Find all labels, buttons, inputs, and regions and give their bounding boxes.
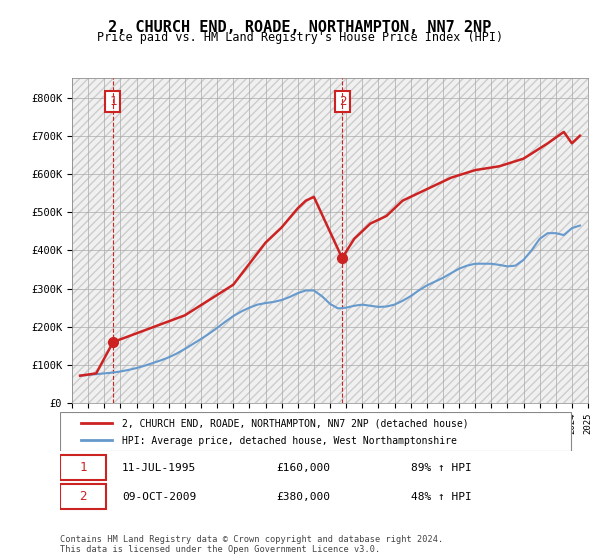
Text: 2: 2 — [338, 95, 346, 108]
Text: £380,000: £380,000 — [277, 492, 331, 502]
Text: Price paid vs. HM Land Registry's House Price Index (HPI): Price paid vs. HM Land Registry's House … — [97, 31, 503, 44]
Text: 48% ↑ HPI: 48% ↑ HPI — [411, 492, 472, 502]
FancyBboxPatch shape — [60, 484, 106, 510]
Text: HPI: Average price, detached house, West Northamptonshire: HPI: Average price, detached house, West… — [122, 436, 457, 446]
Text: £160,000: £160,000 — [277, 463, 331, 473]
FancyBboxPatch shape — [60, 455, 106, 480]
Text: 1: 1 — [109, 95, 116, 108]
Text: Contains HM Land Registry data © Crown copyright and database right 2024.
This d: Contains HM Land Registry data © Crown c… — [60, 535, 443, 554]
Text: 11-JUL-1995: 11-JUL-1995 — [122, 463, 196, 473]
Text: 1: 1 — [79, 461, 87, 474]
Text: 2, CHURCH END, ROADE, NORTHAMPTON, NN7 2NP (detached house): 2, CHURCH END, ROADE, NORTHAMPTON, NN7 2… — [122, 418, 469, 428]
FancyBboxPatch shape — [60, 412, 571, 451]
Text: 2, CHURCH END, ROADE, NORTHAMPTON, NN7 2NP: 2, CHURCH END, ROADE, NORTHAMPTON, NN7 2… — [109, 20, 491, 35]
Text: 09-OCT-2009: 09-OCT-2009 — [122, 492, 196, 502]
Text: 89% ↑ HPI: 89% ↑ HPI — [411, 463, 472, 473]
Text: 2: 2 — [79, 490, 87, 503]
